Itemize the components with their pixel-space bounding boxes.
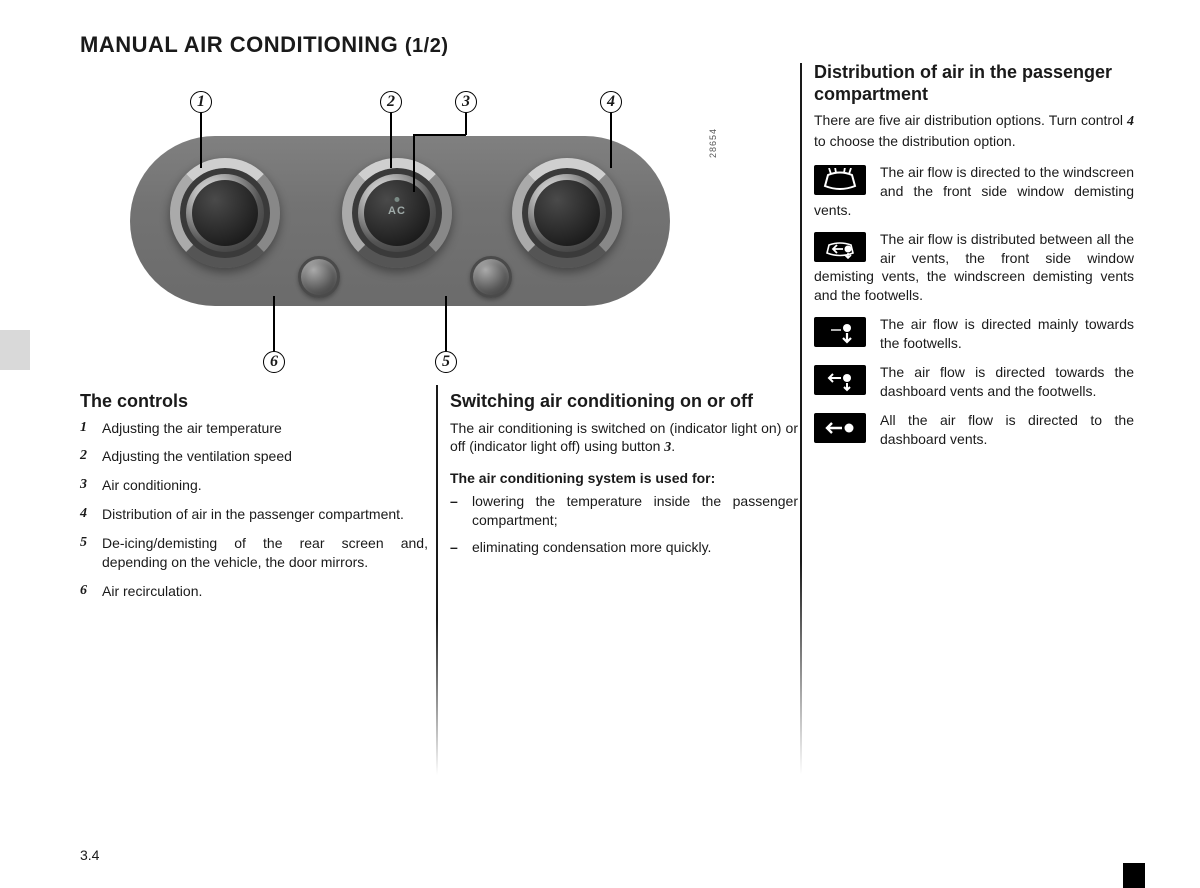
body-pre: The air conditioning is switched on (ind… (450, 420, 798, 455)
item-text: Air recirculation. (102, 582, 428, 601)
distribution-heading: Distribution of air in the passenger com… (814, 62, 1134, 105)
controls-list: 1Adjusting the air temperature 2Adjustin… (80, 419, 428, 601)
item-text: De-icing/demisting of the rear screen an… (102, 534, 428, 572)
airflow-option: The air flow is directed to the windscre… (814, 163, 1134, 220)
airflow-option: The air flow is distributed between all … (814, 230, 1134, 306)
list-item: 1Adjusting the air temperature (80, 419, 428, 438)
footwell-icon (814, 317, 866, 347)
column-divider (436, 385, 438, 775)
intro-pre: There are five air distribution options.… (814, 112, 1127, 128)
dash: – (450, 492, 472, 530)
windscreen-icon (814, 165, 866, 195)
airflow-option: The air flow is directed mainly towards … (814, 315, 1134, 353)
callout-1: 1 (190, 91, 212, 113)
switching-heading: Switching air conditioning on or off (450, 391, 798, 413)
uses-list: –lowering the temperature inside the pas… (450, 492, 798, 557)
distribution-section: Distribution of air in the passenger com… (814, 62, 1134, 459)
dash-footwell-icon (814, 365, 866, 395)
all-vents-icon (814, 232, 866, 262)
callout-5: 5 (435, 351, 457, 373)
item-num: 1 (80, 419, 102, 438)
leader-line (413, 134, 466, 136)
dashboard-vents-icon (814, 413, 866, 443)
switching-body: The air conditioning is switched on (ind… (450, 419, 798, 459)
controls-section: The controls 1Adjusting the air temperat… (80, 391, 428, 611)
title-part: (1/2) (405, 35, 449, 57)
dash: – (450, 538, 472, 557)
use-text: lowering the temperature inside the pass… (472, 492, 798, 530)
callout-3: 3 (455, 91, 477, 113)
use-text: eliminating condensation more quickly. (472, 538, 798, 557)
option-text: The air flow is directed mainly towards … (880, 316, 1134, 351)
item-text: Adjusting the air temperature (102, 419, 428, 438)
list-item: –lowering the temperature inside the pas… (450, 492, 798, 530)
item-num: 6 (80, 582, 102, 601)
item-num: 4 (80, 505, 102, 524)
leader-line (445, 296, 447, 351)
callout-4: 4 (600, 91, 622, 113)
body-post: . (671, 438, 675, 454)
page-title: MANUAL AIR CONDITIONING (1/2) (80, 32, 1140, 58)
distribution-intro: There are five air distribution options.… (814, 111, 1134, 151)
item-text: Adjusting the ventilation speed (102, 447, 428, 466)
ac-panel: AC (130, 136, 670, 306)
item-text: Air conditioning. (102, 476, 428, 495)
leader-line (273, 296, 275, 351)
column-divider (800, 63, 802, 775)
intro-ref: 4 (1127, 114, 1134, 129)
recirculation-button (298, 256, 340, 298)
intro-post: to choose the distribution option. (814, 133, 1016, 149)
control-panel-diagram: AC 1 2 3 4 5 6 28654 (80, 76, 700, 376)
list-item: 3Air conditioning. (80, 476, 428, 495)
corner-tab (1123, 863, 1145, 888)
option-text: All the air flow is directed to the dash… (880, 412, 1134, 447)
airflow-option: All the air flow is directed to the dash… (814, 411, 1134, 449)
list-item: 2Adjusting the ventilation speed (80, 447, 428, 466)
item-num: 3 (80, 476, 102, 495)
switching-section: Switching air conditioning on or off The… (450, 391, 798, 611)
item-text: Distribution of air in the passenger com… (102, 505, 428, 524)
item-num: 2 (80, 447, 102, 466)
leader-line (200, 113, 202, 168)
list-item: 5De-icing/demisting of the rear screen a… (80, 534, 428, 572)
list-item: 4Distribution of air in the passenger co… (80, 505, 428, 524)
leader-line (465, 113, 467, 135)
fan-speed-dial: AC (342, 158, 452, 268)
air-distribution-dial (512, 158, 622, 268)
uses-sub-heading: The air conditioning system is used for: (450, 470, 798, 486)
callout-6: 6 (263, 351, 285, 373)
option-text: The air flow is directed towards the das… (880, 364, 1134, 399)
page-number: 3.4 (80, 847, 99, 863)
callout-2: 2 (380, 91, 402, 113)
airflow-option: The air flow is directed towards the das… (814, 363, 1134, 401)
list-item: 6Air recirculation. (80, 582, 428, 601)
ac-indicator-dot (395, 197, 400, 202)
leader-line (390, 113, 392, 168)
controls-heading: The controls (80, 391, 428, 413)
rear-demist-button (470, 256, 512, 298)
list-item: –eliminating condensation more quickly. (450, 538, 798, 557)
ac-button-label: AC (388, 205, 406, 217)
title-main: MANUAL AIR CONDITIONING (80, 32, 398, 57)
image-reference: 28654 (708, 128, 718, 158)
item-num: 5 (80, 534, 102, 572)
leader-line (610, 113, 612, 168)
temperature-dial (170, 158, 280, 268)
leader-line (413, 134, 415, 192)
